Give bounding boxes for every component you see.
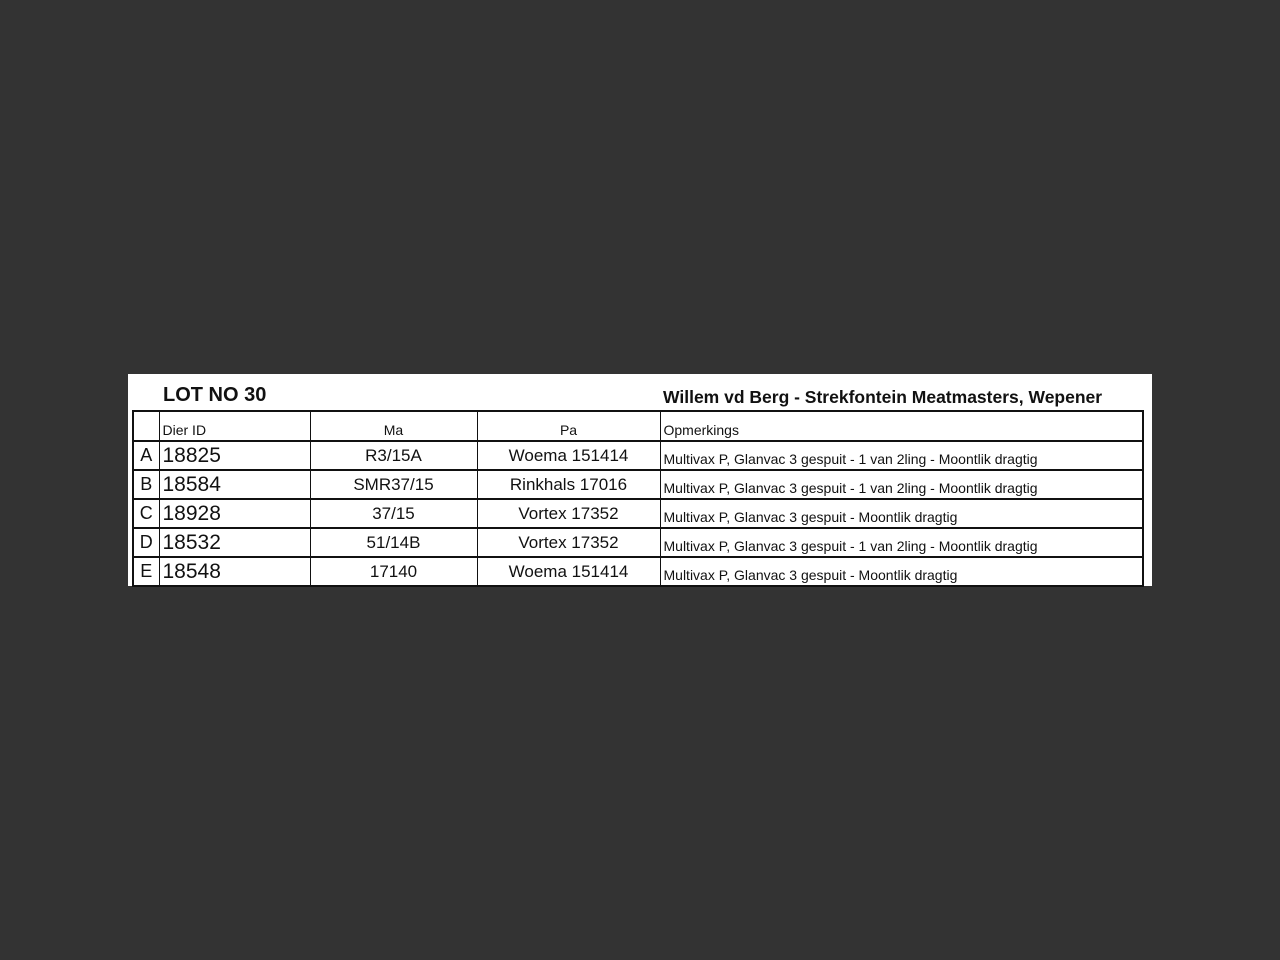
row-letter: E (132, 556, 160, 587)
pa-cell: Vortex 17352 (476, 527, 661, 558)
owner-title: Willem vd Berg - Strekfontein Meatmaster… (663, 387, 1103, 407)
pa-cell: Rinkhals 17016 (476, 469, 661, 500)
remarks-cell: Multivax P, Glanvac 3 gespuit - 1 van 2l… (659, 469, 1144, 500)
table-row: A 18825 R3/15A Woema 151414 Multivax P, Glan… (132, 440, 1144, 471)
pa-cell: Woema 151414 (476, 556, 661, 587)
remarks-cell: Multivax P, Glanvac 3 gespuit - Moontlik… (659, 498, 1144, 529)
lot-title: LOT NO 30 (163, 384, 267, 406)
ma-cell: R3/15A (309, 440, 478, 471)
row-letter: B (132, 469, 160, 500)
ma-cell: 37/15 (309, 498, 478, 529)
pa-cell: Woema 151414 (476, 440, 661, 471)
lot-sheet: LOT NO 30 Willem vd Berg - Strekfontein … (128, 374, 1152, 587)
ma-cell: SMR37/15 (309, 469, 478, 500)
row-letter: C (132, 498, 160, 529)
table-row: E 18548 17140 Woema 151414 Multivax P, Glanv… (132, 556, 1144, 587)
dier-id: 18548 (158, 556, 311, 587)
animal-table: Dier ID Ma Pa Opmerkings A 18825 R3/15A Woe… (132, 410, 1144, 587)
dier-id: 18825 (158, 440, 311, 471)
dier-id: 18928 (158, 498, 311, 529)
remarks-cell: Multivax P, Glanvac 3 gespuit - 1 van 2l… (659, 440, 1144, 471)
table-row: C 18928 37/15 Vortex 17352 Multivax P, Glanv… (132, 498, 1144, 529)
header-letter (132, 410, 160, 442)
row-letter: D (132, 527, 160, 558)
ma-cell: 17140 (309, 556, 478, 587)
table-row: B 18584 SMR37/15 Rinkhals 17016 Multivax P, … (132, 469, 1144, 500)
row-letter: A (132, 440, 160, 471)
ma-cell: 51/14B (309, 527, 478, 558)
remarks-cell: Multivax P, Glanvac 3 gespuit - Moontlik… (659, 556, 1144, 587)
header-opmerkings: Opmerkings (659, 410, 1144, 442)
table-row: D 18532 51/14B Vortex 17352 Multivax P, Glan… (132, 527, 1144, 558)
header-pa: Pa (476, 410, 661, 442)
table-header: Dier ID Ma Pa Opmerkings (132, 410, 1144, 442)
header-ma: Ma (309, 410, 478, 442)
header-dier-id: Dier ID (158, 410, 311, 442)
dier-id: 18584 (158, 469, 311, 500)
dier-id: 18532 (158, 527, 311, 558)
remarks-cell: Multivax P, Glanvac 3 gespuit - 1 van 2l… (659, 527, 1144, 558)
pa-cell: Vortex 17352 (476, 498, 661, 529)
